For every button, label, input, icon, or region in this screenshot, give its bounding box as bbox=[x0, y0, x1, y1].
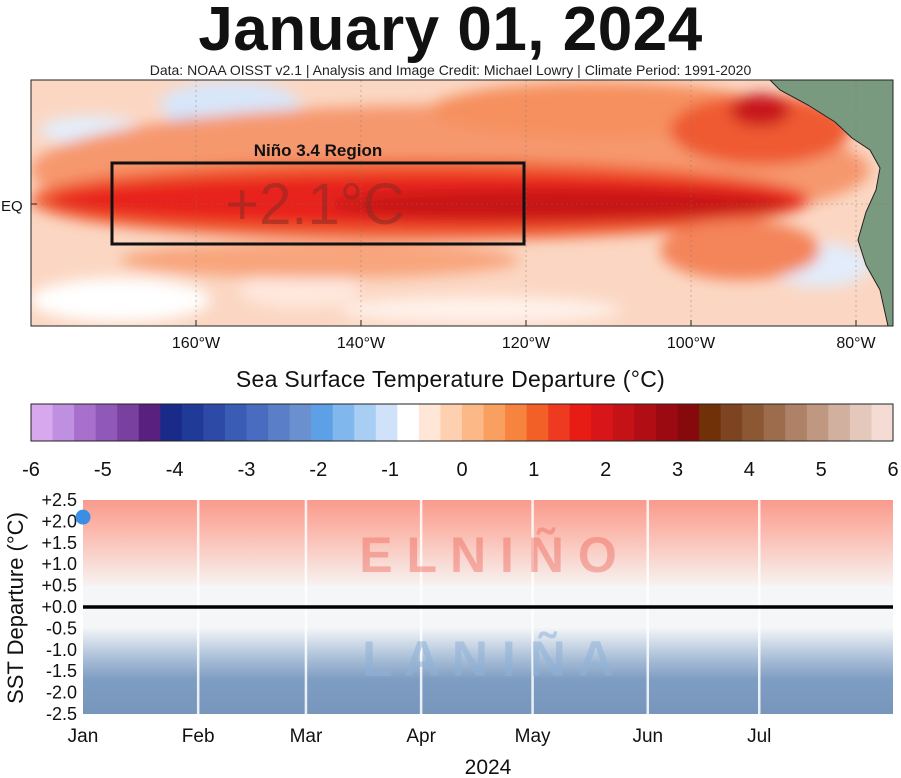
colorbar-swatch bbox=[699, 404, 722, 441]
colorbar-ticks: -6 -5 -4 -3 -2 -1 0 1 2 3 4 5 6 bbox=[22, 459, 898, 481]
y-tick-label: -1.5 bbox=[46, 661, 77, 681]
colorbar-swatch bbox=[742, 404, 765, 441]
colorbar-swatch bbox=[720, 404, 743, 441]
y-tick-label: +2.5 bbox=[41, 490, 77, 510]
colorbar-swatch bbox=[354, 404, 377, 441]
colorbar-swatch bbox=[95, 404, 118, 441]
colorbar-tick-label: -6 bbox=[22, 459, 40, 481]
colorbar-swatch bbox=[138, 404, 161, 441]
lon-label: 160°W bbox=[172, 335, 221, 352]
colorbar-tick-label: 1 bbox=[528, 459, 539, 481]
colorbar-swatch bbox=[591, 404, 614, 441]
y-tick-label: -2.5 bbox=[46, 704, 77, 724]
nino34-region-box bbox=[110, 161, 526, 246]
sst-anomaly-map: Niño 3.4 Region +2.1°C EQ 160°W 140°W 12… bbox=[1, 79, 894, 352]
colorbar-swatch bbox=[548, 404, 571, 441]
colorbar-tick-label: -2 bbox=[309, 459, 327, 481]
la-nina-label: L A N I Ñ A bbox=[362, 631, 614, 687]
colorbar-swatch bbox=[569, 404, 592, 441]
x-tick-label: Jul bbox=[747, 726, 771, 747]
colorbar-swatch bbox=[828, 404, 851, 441]
colorbar-tick-label: 6 bbox=[887, 459, 898, 481]
colorbar-swatch bbox=[332, 404, 355, 441]
colorbar-tick-label: 4 bbox=[744, 459, 755, 481]
colorbar bbox=[30, 403, 894, 442]
colorbar-swatch bbox=[677, 404, 700, 441]
y-tick-label: -0.5 bbox=[46, 618, 77, 638]
colorbar-swatch bbox=[268, 404, 291, 441]
colorbar-swatch bbox=[31, 404, 54, 441]
colorbar-swatch bbox=[181, 404, 204, 441]
colorbar-swatch bbox=[440, 404, 463, 441]
x-tick-label: May bbox=[515, 726, 551, 747]
colorbar-tick-label: -5 bbox=[94, 459, 112, 481]
x-tick-label: Jan bbox=[68, 726, 99, 747]
x-tick-label: Apr bbox=[406, 726, 436, 747]
x-tick-label: Mar bbox=[290, 726, 323, 747]
colorbar-swatch bbox=[375, 404, 398, 441]
colorbar-tick-label: -1 bbox=[381, 459, 399, 481]
colorbar-swatch bbox=[74, 404, 97, 441]
data-credit-subtitle: Data: NOAA OISST v2.1 | Analysis and Ima… bbox=[149, 62, 752, 78]
colorbar-swatch bbox=[806, 404, 829, 441]
lon-label: 120°W bbox=[502, 335, 551, 352]
colorbar-tick-label: 5 bbox=[816, 459, 827, 481]
nino34-region-label: Niño 3.4 Region bbox=[254, 141, 382, 160]
y-tick-label: +1.0 bbox=[41, 554, 77, 574]
colorbar-tick-label: -4 bbox=[166, 459, 184, 481]
sst-timeseries-chart: E L N I Ñ O L A N I Ñ A +2.5+2.0+1.5+1.0… bbox=[3, 490, 893, 778]
colorbar-tick-label: -3 bbox=[238, 459, 256, 481]
colorbar-swatch bbox=[462, 404, 485, 441]
y-axis-label: SST Departure (°C) bbox=[3, 512, 28, 704]
y-tick-label: +0.5 bbox=[41, 576, 77, 596]
y-tick-label: -1.0 bbox=[46, 640, 77, 660]
colorbar-swatch bbox=[483, 404, 506, 441]
colorbar-swatch bbox=[397, 404, 420, 441]
y-tick-label: -2.0 bbox=[46, 683, 77, 703]
colorbar-swatch bbox=[526, 404, 549, 441]
colorbar-tick-label: 3 bbox=[672, 459, 683, 481]
colorbar-tick-label: 0 bbox=[456, 459, 467, 481]
data-point bbox=[75, 509, 91, 525]
equator-label: EQ bbox=[1, 198, 23, 215]
colorbar-title: Sea Surface Temperature Departure (°C) bbox=[235, 366, 666, 392]
x-tick-label: Feb bbox=[182, 726, 215, 747]
lon-label: 80°W bbox=[836, 335, 876, 352]
colorbar-swatch bbox=[160, 404, 183, 441]
nino34-anomaly-readout: +2.1°C bbox=[225, 172, 405, 237]
colorbar-swatch bbox=[763, 404, 786, 441]
colorbar-swatch bbox=[224, 404, 247, 441]
y-tick-label: +1.5 bbox=[41, 533, 77, 553]
el-nino-label: E L N I Ñ O bbox=[359, 527, 616, 583]
colorbar-swatch bbox=[634, 404, 657, 441]
x-axis-label: 2024 bbox=[465, 756, 512, 778]
colorbar-swatch bbox=[655, 404, 678, 441]
colorbar-swatch bbox=[117, 404, 140, 441]
lon-label: 100°W bbox=[667, 335, 716, 352]
colorbar-swatch bbox=[785, 404, 808, 441]
colorbar-swatch bbox=[849, 404, 872, 441]
y-tick-label: +0.0 bbox=[41, 597, 77, 617]
colorbar-swatch bbox=[311, 404, 334, 441]
page-title: January 01, 2024 bbox=[198, 0, 703, 64]
land-mass bbox=[769, 80, 893, 326]
colorbar-swatch bbox=[871, 404, 894, 441]
colorbar-swatch bbox=[612, 404, 635, 441]
colorbar-tick-label: 2 bbox=[600, 459, 611, 481]
colorbar-swatch bbox=[289, 404, 312, 441]
colorbar-swatch bbox=[246, 404, 269, 441]
y-tick-label: +2.0 bbox=[41, 511, 77, 531]
colorbar-swatch bbox=[203, 404, 226, 441]
x-tick-label: Jun bbox=[632, 726, 663, 747]
colorbar-swatch bbox=[418, 404, 441, 441]
lon-label: 140°W bbox=[337, 335, 386, 352]
colorbar-swatch bbox=[505, 404, 528, 441]
colorbar-swatch bbox=[52, 404, 75, 441]
